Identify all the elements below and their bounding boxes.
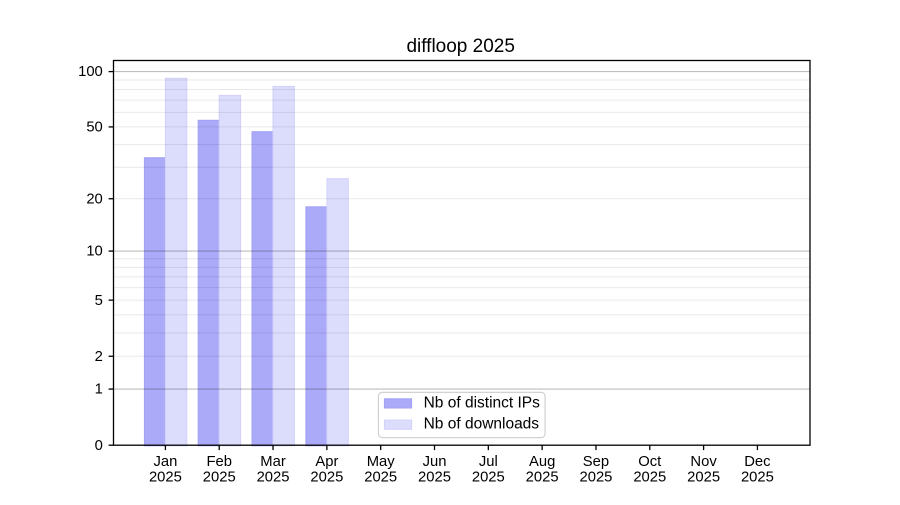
svg-text:Dec: Dec <box>744 454 771 470</box>
svg-text:0: 0 <box>95 438 103 454</box>
svg-text:Apr: Apr <box>315 454 338 470</box>
svg-text:2025: 2025 <box>310 470 343 486</box>
svg-text:2025: 2025 <box>257 470 290 486</box>
svg-text:Feb: Feb <box>206 454 232 470</box>
svg-text:20: 20 <box>86 191 102 207</box>
svg-text:Nb of distinct IPs: Nb of distinct IPs <box>424 395 541 412</box>
svg-text:2025: 2025 <box>633 470 666 486</box>
svg-text:Nov: Nov <box>690 454 717 470</box>
svg-text:2025: 2025 <box>472 470 505 486</box>
svg-text:Sep: Sep <box>583 454 609 470</box>
svg-text:Jan: Jan <box>153 454 177 470</box>
svg-text:Jun: Jun <box>423 454 447 470</box>
svg-text:May: May <box>367 454 396 470</box>
svg-text:2025: 2025 <box>687 470 720 486</box>
svg-text:Oct: Oct <box>638 454 661 470</box>
svg-text:5: 5 <box>95 293 103 309</box>
svg-text:2025: 2025 <box>203 470 236 486</box>
svg-text:1: 1 <box>95 382 103 398</box>
svg-text:Jul: Jul <box>479 454 498 470</box>
svg-text:2025: 2025 <box>149 470 182 486</box>
svg-text:Nb of downloads: Nb of downloads <box>424 415 540 432</box>
svg-text:2025: 2025 <box>526 470 559 486</box>
svg-text:10: 10 <box>86 244 102 260</box>
svg-text:2: 2 <box>95 349 103 365</box>
svg-text:50: 50 <box>86 120 102 136</box>
svg-text:2025: 2025 <box>418 470 451 486</box>
svg-text:Aug: Aug <box>529 454 555 470</box>
svg-text:100: 100 <box>78 64 103 80</box>
svg-text:2025: 2025 <box>364 470 397 486</box>
svg-text:2025: 2025 <box>579 470 612 486</box>
svg-text:2025: 2025 <box>741 470 774 486</box>
svg-text:diffloop 2025: diffloop 2025 <box>406 36 514 57</box>
svg-text:Mar: Mar <box>260 454 286 470</box>
